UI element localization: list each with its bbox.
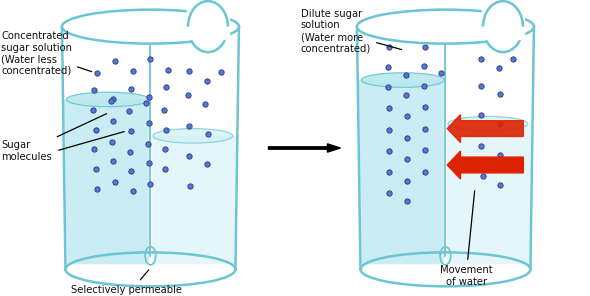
Ellipse shape xyxy=(448,116,528,131)
Ellipse shape xyxy=(65,252,235,286)
Text: Dilute sugar
solution
(Water more
concentrated): Dilute sugar solution (Water more concen… xyxy=(301,9,401,54)
Text: Concentrated
sugar solution
(Water less
concentrated): Concentrated sugar solution (Water less … xyxy=(1,31,92,76)
Polygon shape xyxy=(64,99,149,264)
FancyArrow shape xyxy=(268,144,340,152)
Ellipse shape xyxy=(188,1,228,52)
Polygon shape xyxy=(447,124,532,264)
Text: Sugar
molecules: Sugar molecules xyxy=(1,114,107,162)
Ellipse shape xyxy=(66,92,150,107)
Polygon shape xyxy=(62,27,239,269)
Ellipse shape xyxy=(361,73,445,87)
Ellipse shape xyxy=(357,10,534,44)
Ellipse shape xyxy=(62,10,239,44)
Polygon shape xyxy=(152,136,236,264)
Polygon shape xyxy=(482,0,524,39)
Polygon shape xyxy=(359,80,444,264)
Ellipse shape xyxy=(153,128,233,143)
Polygon shape xyxy=(357,27,534,269)
Text: Movement
of water: Movement of water xyxy=(440,191,493,287)
Ellipse shape xyxy=(360,252,530,286)
FancyArrow shape xyxy=(447,151,523,179)
FancyArrow shape xyxy=(447,115,523,143)
Text: Selectively permeable
membrane: Selectively permeable membrane xyxy=(71,270,182,296)
Polygon shape xyxy=(187,0,229,39)
Ellipse shape xyxy=(483,1,523,52)
